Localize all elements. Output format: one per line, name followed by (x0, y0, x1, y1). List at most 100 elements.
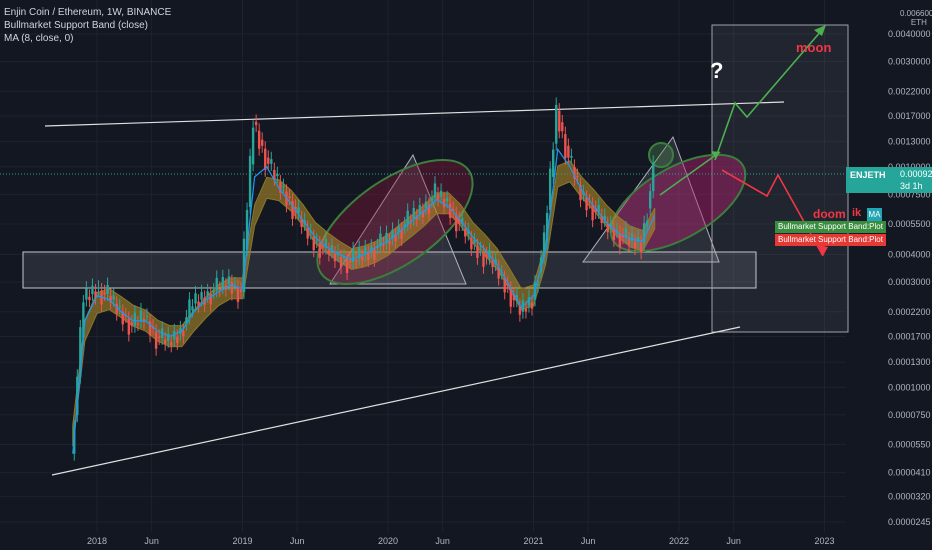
candle-body (106, 284, 109, 295)
candle-body (182, 331, 185, 337)
candle-body (76, 376, 79, 416)
candle-body (230, 282, 234, 294)
candle-body (309, 231, 312, 233)
candle-body (630, 233, 634, 242)
candle-body (358, 248, 361, 259)
candle-body (624, 228, 628, 238)
doom-arrow-head (818, 245, 828, 256)
candle-body (351, 249, 355, 262)
candle-body (206, 291, 209, 296)
candle-body (603, 215, 606, 221)
candle-body (342, 256, 346, 259)
y-tick-label: 0.0017000 (888, 111, 931, 121)
candle-body (421, 210, 425, 218)
y-tick-label: 0.0000320 (888, 491, 931, 501)
candle-body (200, 292, 203, 300)
candle-body (476, 246, 479, 258)
current-symbol: ENJETH (850, 170, 886, 180)
candle-body (139, 310, 143, 322)
candle-body (524, 308, 528, 312)
candle-body (639, 242, 643, 253)
candle-body (354, 260, 358, 262)
candle-body (164, 339, 167, 344)
candle-body (191, 306, 194, 311)
candle-body (427, 204, 431, 214)
candle-body (300, 218, 303, 227)
support-zone (22, 251, 757, 289)
candle-body (494, 259, 497, 265)
candle-body (173, 331, 176, 340)
y-tick-label: 0.0003000 (888, 277, 931, 287)
y-tick-label: 0.0001700 (888, 331, 931, 341)
moon-arrow (714, 29, 823, 161)
candle-body (555, 104, 558, 144)
current-price-label: ENJETH 0.0009295 3d 1h (846, 167, 932, 193)
candle-body (227, 276, 231, 284)
candle-body (597, 205, 600, 213)
candle-body (479, 248, 482, 250)
candle-body (318, 243, 321, 258)
candle-body (439, 190, 443, 197)
candle-body (91, 285, 94, 295)
legend-indicator-ma[interactable]: MA (8, close, 0) (4, 33, 74, 44)
candle-body (412, 207, 415, 219)
candle-body (518, 306, 522, 315)
candle-body (482, 251, 485, 267)
candle-body (273, 169, 276, 180)
y-tick-label: 0.0000750 (888, 410, 931, 420)
y-tick-label: 0.0004000 (888, 250, 931, 260)
candle-body (433, 183, 437, 198)
x-tick-label: 2023 (814, 536, 834, 546)
candle-body (167, 334, 170, 341)
candle-body (576, 175, 579, 177)
trend-support-line (51, 326, 741, 476)
candle-body (312, 236, 315, 251)
candle-body (370, 246, 373, 252)
candle-body (530, 302, 534, 309)
candle-body (497, 267, 500, 279)
candle-body (579, 185, 582, 201)
candle-body (573, 166, 576, 179)
candle-body (115, 303, 118, 314)
candle-body (636, 237, 640, 243)
candle-body (215, 277, 218, 291)
candle-body (545, 212, 549, 244)
candle-body (600, 216, 603, 223)
candle-body (394, 235, 397, 242)
candle-body (609, 223, 612, 227)
candle-body (436, 194, 440, 200)
candle-body (561, 122, 564, 132)
candle-body (379, 233, 382, 246)
candle-body (279, 182, 282, 193)
candle-body (327, 249, 331, 255)
small-circle (648, 142, 674, 168)
support-band-fill (72, 160, 656, 447)
candle-body (618, 233, 622, 248)
candle-body (197, 301, 200, 306)
candle-body (188, 299, 191, 318)
moon-arrow-head (814, 25, 826, 36)
y-tick-label: 0.0007500 (888, 189, 931, 199)
candle-body (261, 139, 264, 146)
candle-body (458, 218, 461, 225)
candle-body (157, 336, 161, 338)
candle-body (570, 155, 573, 158)
candle-body (512, 294, 515, 301)
legend-indicator-band[interactable]: Bullmarket Support Band (close) (4, 20, 148, 31)
candle-body (221, 277, 224, 288)
doom-arrow (721, 169, 824, 257)
candle-body (552, 149, 555, 177)
candle-body (282, 186, 285, 188)
support-band (72, 160, 656, 447)
candle-body (264, 148, 267, 170)
candle-body (276, 174, 279, 177)
candle-body (148, 321, 152, 336)
question-mark: ? (710, 58, 724, 83)
x-tick-label: Jun (435, 536, 450, 546)
candle-body (621, 235, 625, 238)
y-tick-label: 0.0001300 (888, 357, 931, 367)
candle-body (415, 216, 418, 220)
y-tick-label: 0.0005500 (888, 219, 931, 229)
candle-body (236, 287, 240, 302)
